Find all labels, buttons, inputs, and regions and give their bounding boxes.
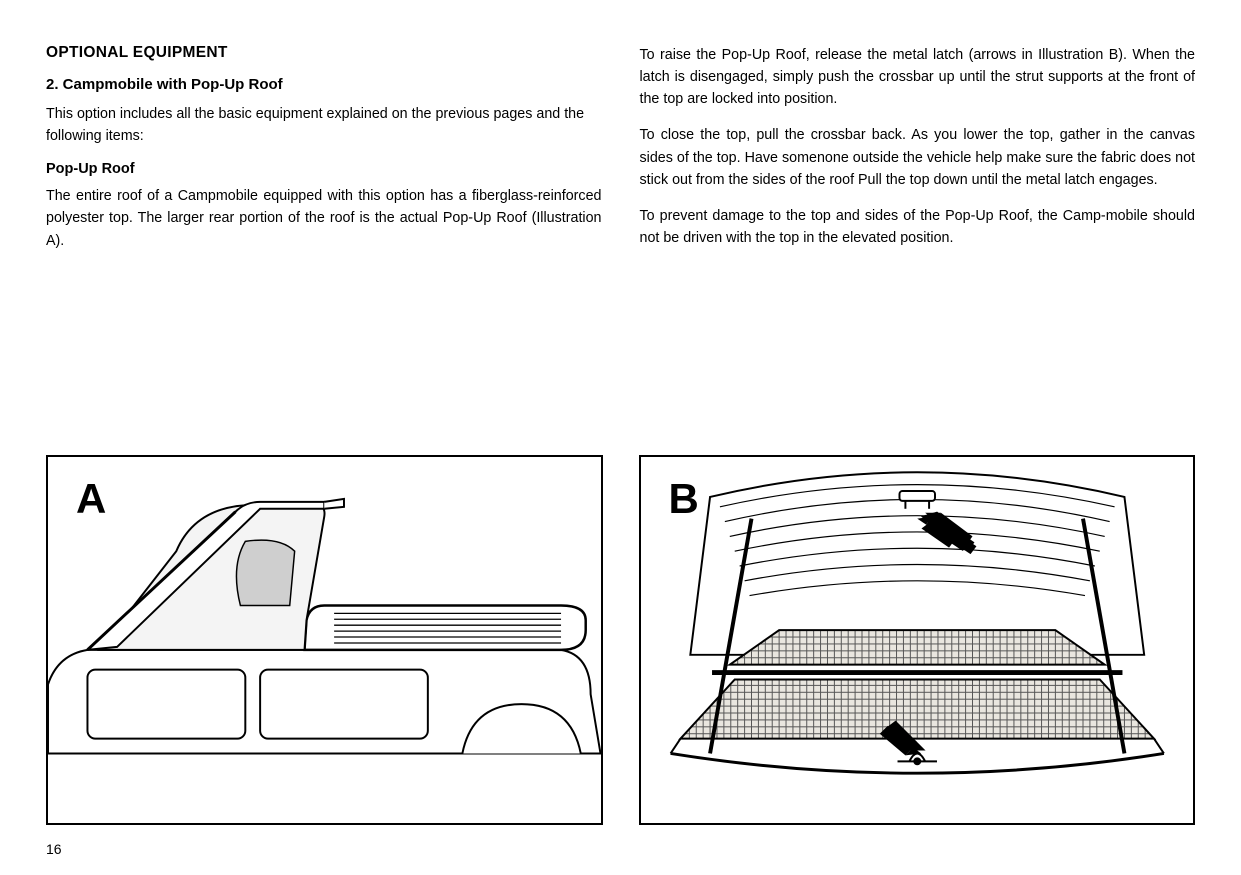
illustration-row: A [46, 455, 1195, 825]
heading-optional-equipment: OPTIONAL EQUIPMENT [46, 44, 602, 62]
right-para-3: To prevent damage to the top and sides o… [640, 205, 1196, 249]
left-para-1: The entire roof of a Campmobile equipped… [46, 185, 602, 251]
heading-popup-roof: Pop-Up Roof [46, 161, 602, 177]
left-column: OPTIONAL EQUIPMENT 2. Campmobile with Po… [46, 44, 602, 266]
illustration-a: A [46, 455, 603, 825]
illustration-b-svg [641, 457, 1194, 823]
illustration-b-label: B [669, 475, 699, 523]
intro-paragraph: This option includes all the basic equip… [46, 103, 602, 147]
page-number: 16 [46, 841, 62, 857]
right-para-2: To close the top, pull the crossbar back… [640, 124, 1196, 190]
right-column: To raise the Pop-Up Roof, release the me… [640, 44, 1196, 266]
heading-campmobile: 2. Campmobile with Pop-Up Roof [46, 76, 602, 93]
illustration-b: B [639, 455, 1196, 825]
right-para-1: To raise the Pop-Up Roof, release the me… [640, 44, 1196, 110]
illustration-a-svg [48, 457, 601, 823]
text-columns: OPTIONAL EQUIPMENT 2. Campmobile with Po… [46, 44, 1195, 266]
illustration-a-label: A [76, 475, 106, 523]
manual-page: OPTIONAL EQUIPMENT 2. Campmobile with Po… [0, 0, 1241, 875]
